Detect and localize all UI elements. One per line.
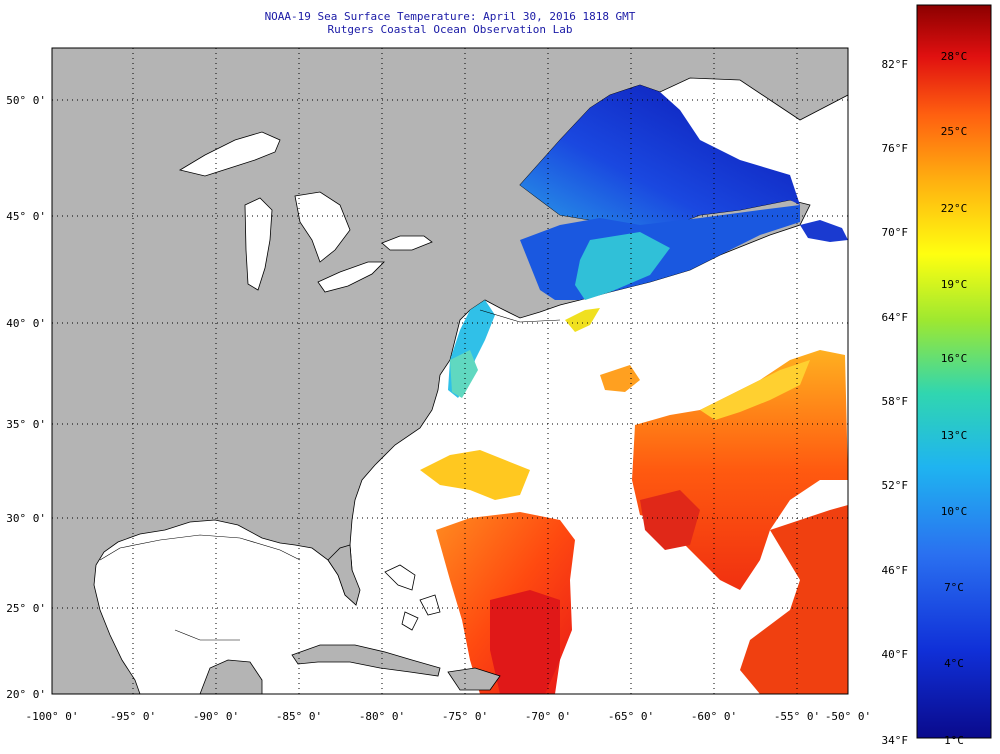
celsius-label: 13°C [941,429,968,442]
map-subtitle: Rutgers Coastal Ocean Observation Lab [327,23,573,36]
lat-label: 30° 0' [6,512,46,525]
sst-central-yellow [700,360,810,420]
latitude-axis: 50° 0' 45° 0' 40° 0' 35° 0' 30° 0' 25° 0… [6,94,46,701]
temperature-colorbar [916,4,992,739]
lake-superior [178,131,281,177]
lon-label: -60° 0' [691,710,737,723]
lake-huron [294,191,351,263]
fahrenheit-label: 70°F [882,226,909,239]
lon-label: -65° 0' [608,710,654,723]
map-frame [51,47,849,695]
lat-label: 45° 0' [6,210,46,223]
sst-red-core [490,590,560,694]
fahrenheit-label: 82°F [882,58,909,71]
fahrenheit-label: 46°F [882,564,909,577]
lat-label: 35° 0' [6,418,46,431]
fahrenheit-label: 52°F [882,479,909,492]
fahrenheit-label: 40°F [882,648,909,661]
lake-michigan [244,197,273,291]
lon-label: -85° 0' [276,710,322,723]
lon-label: -90° 0' [193,710,239,723]
land-bahamas [384,564,441,631]
sst-yellow-patch [565,308,600,332]
celsius-label: 10°C [941,505,968,518]
lon-label: -75° 0' [442,710,488,723]
sst-orange-north [600,365,640,392]
lon-label: -95° 0' [110,710,156,723]
colorbar-fahrenheit-labels: 82°F 76°F 70°F 64°F 58°F 52°F 46°F 40°F … [882,58,909,747]
sst-shelf-edge [575,232,670,300]
lon-label: -100° 0' [26,710,79,723]
celsius-label: 25°C [941,125,968,138]
celsius-label: 4°C [944,657,964,670]
lon-label: -55° 0' [774,710,820,723]
land-cuba [291,644,441,677]
celsius-label: 19°C [941,278,968,291]
lon-label: -70° 0' [525,710,571,723]
continental-shelf-line [99,309,561,641]
longitude-axis: -100° 0' -95° 0' -90° 0' -85° 0' -80° 0'… [26,710,872,723]
sst-southeast [740,505,848,694]
celsius-label: 28°C [941,50,968,63]
lake-ontario [381,235,433,251]
colorbar-celsius-labels: 28°C 25°C 22°C 19°C 16°C 13°C 10°C 7°C 4… [941,50,968,747]
land-florida [327,544,361,606]
lat-label: 25° 0' [6,602,46,615]
fahrenheit-label: 76°F [882,142,909,155]
land-hispaniola [447,667,501,691]
celsius-label: 22°C [941,202,968,215]
map-title: NOAA-19 Sea Surface Temperature: April 3… [264,10,636,23]
fahrenheit-label: 34°F [882,734,909,747]
sst-cold-northeast [520,85,800,235]
lat-label: 50° 0' [6,94,46,107]
sst-east-cold [800,220,848,242]
lat-label: 40° 0' [6,317,46,330]
sst-red-central [640,490,700,550]
sst-chesapeake-patch [450,350,478,398]
lon-label: -80° 0' [359,710,405,723]
fahrenheit-label: 64°F [882,311,909,324]
lat-label: 20° 0' [6,688,46,701]
lake-erie [317,261,385,293]
fahrenheit-label: 58°F [882,395,909,408]
celsius-label: 7°C [944,581,964,594]
sst-gulfstream-west [420,450,530,500]
celsius-label: 16°C [941,352,968,365]
lon-label: -50° 0' [825,710,871,723]
celsius-label: 1°C [944,734,964,747]
